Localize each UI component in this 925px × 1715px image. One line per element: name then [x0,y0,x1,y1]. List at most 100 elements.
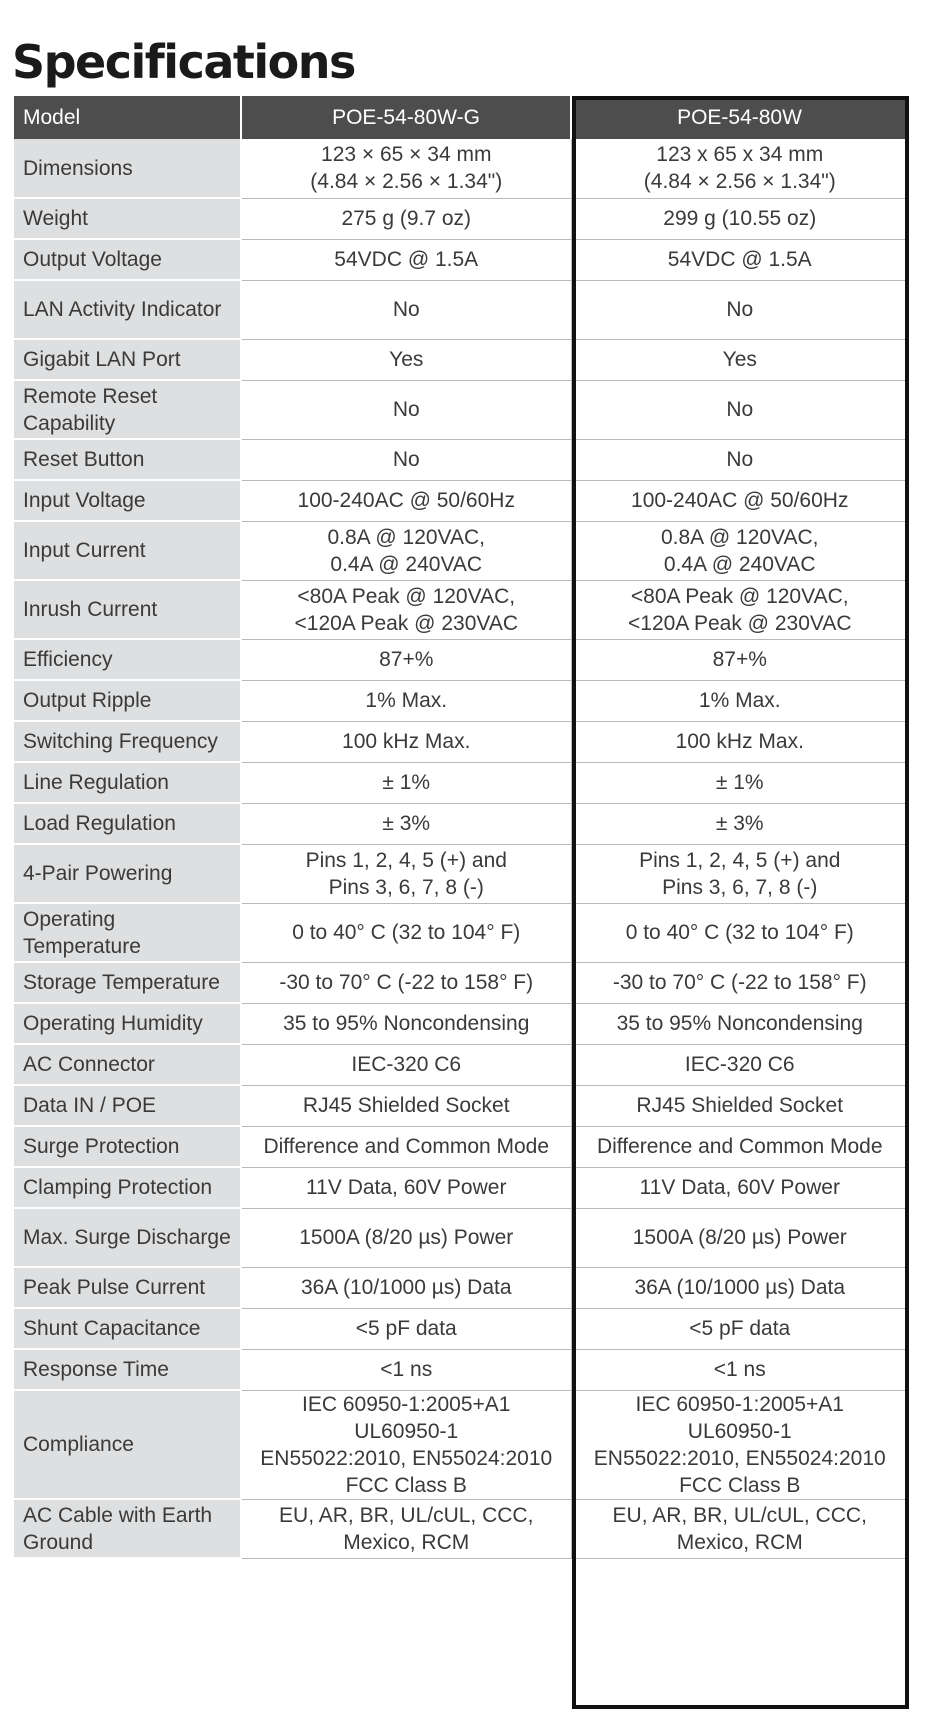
value-poe-54-80w: 100-240AC @ 50/60Hz [571,480,908,522]
row-label: AC Cable with Earth Ground [14,1499,242,1559]
row-label: Output Ripple [14,680,242,722]
table-row: Dimensions 123 × 65 × 34 mm (4.84 × 2.56 … [14,139,908,199]
value-poe-54-80w: RJ45 Shielded Socket [571,1085,908,1127]
table-row: Input Current 0.8A @ 120VAC, 0.4A @ 240VA… [14,521,908,581]
header-model-label: Model [14,96,242,139]
table-row: Reset Button No No [14,439,908,481]
value-poe-54-80w: No [571,439,908,481]
row-label: Dimensions [14,139,242,199]
row-label: Surge Protection [14,1126,242,1168]
table-row: Output Ripple 1% Max. 1% Max. [14,680,908,722]
row-label: Output Voltage [14,239,242,281]
row-label: Inrush Current [14,580,242,640]
table-row: 4-Pair Powering Pins 1, 2, 4, 5 (+) and P… [14,844,908,904]
row-label: Switching Frequency [14,721,242,763]
row-label: Load Regulation [14,803,242,845]
value-poe-54-80w-g: EU, AR, BR, UL/cUL, CCC, Mexico, RCM [241,1499,572,1559]
value-poe-54-80w: EU, AR, BR, UL/cUL, CCC, Mexico, RCM [571,1499,908,1559]
value-poe-54-80w: 100 kHz Max. [571,721,908,763]
row-label: Operating Temperature [14,903,242,963]
value-poe-54-80w: ± 3% [571,803,908,845]
table-row: AC Cable with Earth Ground EU, AR, BR, UL… [14,1499,908,1559]
value-poe-54-80w: <5 pF data [571,1308,908,1350]
row-label: Input Current [14,521,242,581]
table-row: Shunt Capacitance <5 pF data <5 pF data [14,1308,908,1350]
row-label: Peak Pulse Current [14,1267,242,1309]
value-poe-54-80w-g: 1% Max. [241,680,572,722]
value-poe-54-80w: Difference and Common Mode [571,1126,908,1168]
value-poe-54-80w-g: 54VDC @ 1.5A [241,239,572,281]
table-row: Switching Frequency 100 kHz Max. 100 kHz M… [14,721,908,763]
value-poe-54-80w-g: 1500A (8/20 µs) Power [241,1208,572,1268]
row-label: Operating Humidity [14,1003,242,1045]
value-poe-54-80w-g: IEC-320 C6 [241,1044,572,1086]
value-poe-54-80w-g: No [241,380,572,440]
value-poe-54-80w: 299 g (10.55 oz) [571,198,908,240]
value-poe-54-80w-g: 35 to 95% Noncondensing [241,1003,572,1045]
value-poe-54-80w-g: 100-240AC @ 50/60Hz [241,480,572,522]
value-poe-54-80w-g: ± 1% [241,762,572,804]
value-poe-54-80w-g: Yes [241,339,572,381]
row-label: Weight [14,198,242,240]
value-poe-54-80w: 87+% [571,639,908,681]
table-row: Line Regulation ± 1% ± 1% [14,762,908,804]
value-poe-54-80w: ± 1% [571,762,908,804]
value-poe-54-80w: IEC 60950-1:2005+A1 UL60950-1 EN55022:20… [571,1390,908,1500]
page-title: Specifications [12,34,356,89]
value-poe-54-80w-g: 0.8A @ 120VAC, 0.4A @ 240VAC [241,521,572,581]
row-label: Max. Surge Discharge [14,1208,242,1268]
row-label: Gigabit LAN Port [14,339,242,381]
value-poe-54-80w-g: 36A (10/1000 µs) Data [241,1267,572,1309]
table-row: Compliance IEC 60950-1:2005+A1 UL60950-1 … [14,1390,908,1500]
value-poe-54-80w: 11V Data, 60V Power [571,1167,908,1209]
specifications-table: Model POE-54-80W-G POE-54-80W Dimensions… [14,96,909,1559]
value-poe-54-80w-g: 11V Data, 60V Power [241,1167,572,1209]
table-row: Output Voltage 54VDC @ 1.5A 54VDC @ 1.5A [14,239,908,281]
row-label: Input Voltage [14,480,242,522]
table-row: Load Regulation ± 3% ± 3% [14,803,908,845]
value-poe-54-80w-g: 87+% [241,639,572,681]
row-label: Storage Temperature [14,962,242,1004]
row-label: Shunt Capacitance [14,1308,242,1350]
table-row: Response Time <1 ns <1 ns [14,1349,908,1391]
value-poe-54-80w: <1 ns [571,1349,908,1391]
value-poe-54-80w-g: Pins 1, 2, 4, 5 (+) and Pins 3, 6, 7, 8 … [241,844,572,904]
row-label: Clamping Protection [14,1167,242,1209]
value-poe-54-80w: No [571,380,908,440]
value-poe-54-80w: Yes [571,339,908,381]
table-row: Efficiency 87+% 87+% [14,639,908,681]
value-poe-54-80w: 123 x 65 x 34 mm (4.84 × 2.56 × 1.34") [571,139,908,199]
value-poe-54-80w: 0.8A @ 120VAC, 0.4A @ 240VAC [571,521,908,581]
table-row: Surge Protection Difference and Common Mo… [14,1126,908,1168]
row-label: 4-Pair Powering [14,844,242,904]
value-poe-54-80w: 0 to 40° C (32 to 104° F) [571,903,908,963]
table-row: Peak Pulse Current 36A (10/1000 µs) Data 3… [14,1267,908,1309]
row-label: Reset Button [14,439,242,481]
table-row: AC Connector IEC-320 C6 IEC-320 C6 [14,1044,908,1086]
value-poe-54-80w: 35 to 95% Noncondensing [571,1003,908,1045]
value-poe-54-80w-g: No [241,439,572,481]
table-row: Inrush Current <80A Peak @ 120VAC, <120A … [14,580,908,640]
value-poe-54-80w-g: <80A Peak @ 120VAC, <120A Peak @ 230VAC [241,580,572,640]
table-row: Remote Reset Capability No No [14,380,908,440]
row-label: Efficiency [14,639,242,681]
table-row: LAN Activity Indicator No No [14,280,908,340]
value-poe-54-80w: 1% Max. [571,680,908,722]
row-label: Response Time [14,1349,242,1391]
value-poe-54-80w-g: ± 3% [241,803,572,845]
value-poe-54-80w-g: <5 pF data [241,1308,572,1350]
value-poe-54-80w: IEC-320 C6 [571,1044,908,1086]
value-poe-54-80w-g: Difference and Common Mode [241,1126,572,1168]
value-poe-54-80w: No [571,280,908,340]
row-label: Data IN / POE [14,1085,242,1127]
table-row: Input Voltage 100-240AC @ 50/60Hz 100-240A… [14,480,908,522]
table-header-row: Model POE-54-80W-G POE-54-80W [14,96,909,139]
row-label: Remote Reset Capability [14,380,242,440]
table-row: Clamping Protection 11V Data, 60V Power 11… [14,1167,908,1209]
value-poe-54-80w-g: <1 ns [241,1349,572,1391]
value-poe-54-80w: 1500A (8/20 µs) Power [571,1208,908,1268]
value-poe-54-80w-g: IEC 60950-1:2005+A1 UL60950-1 EN55022:20… [241,1390,572,1500]
header-model-poe-54-80w: POE-54-80W [571,96,909,139]
value-poe-54-80w: 54VDC @ 1.5A [571,239,908,281]
value-poe-54-80w: <80A Peak @ 120VAC, <120A Peak @ 230VAC [571,580,908,640]
